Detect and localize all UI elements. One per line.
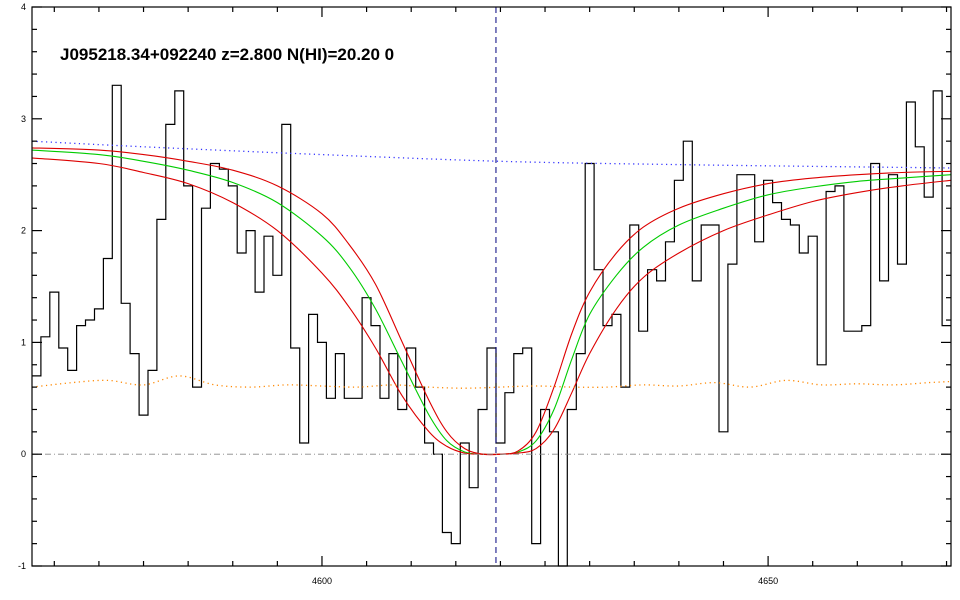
chart-title: J095218.34+092240 z=2.800 N(HI)=20.20 0 [60, 45, 394, 64]
axes: 4600 4650 -1 0 1 2 3 4 [18, 2, 951, 586]
y-tick-label: 0 [21, 449, 26, 459]
reference-lines [32, 7, 951, 566]
x-tick-label: 4650 [758, 576, 778, 586]
x-tick-label: 4600 [312, 576, 332, 586]
plot-frame [31, 6, 952, 567]
y-tick-label: 1 [21, 337, 26, 347]
series-line-0 [32, 84, 951, 567]
y-tick-label: 3 [21, 114, 26, 124]
y-tick-label: 2 [21, 226, 26, 236]
y-tick-label: -1 [18, 561, 26, 571]
y-tick-label: 4 [21, 2, 26, 12]
